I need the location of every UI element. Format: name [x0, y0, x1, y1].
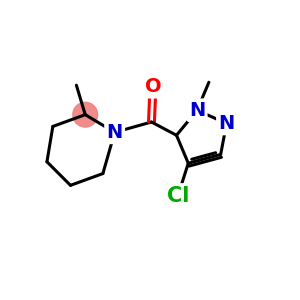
Text: O: O [145, 77, 161, 96]
Text: N: N [189, 101, 205, 120]
Circle shape [73, 102, 98, 127]
Text: N: N [106, 123, 123, 142]
Text: N: N [218, 114, 235, 133]
Text: Cl: Cl [167, 186, 189, 206]
